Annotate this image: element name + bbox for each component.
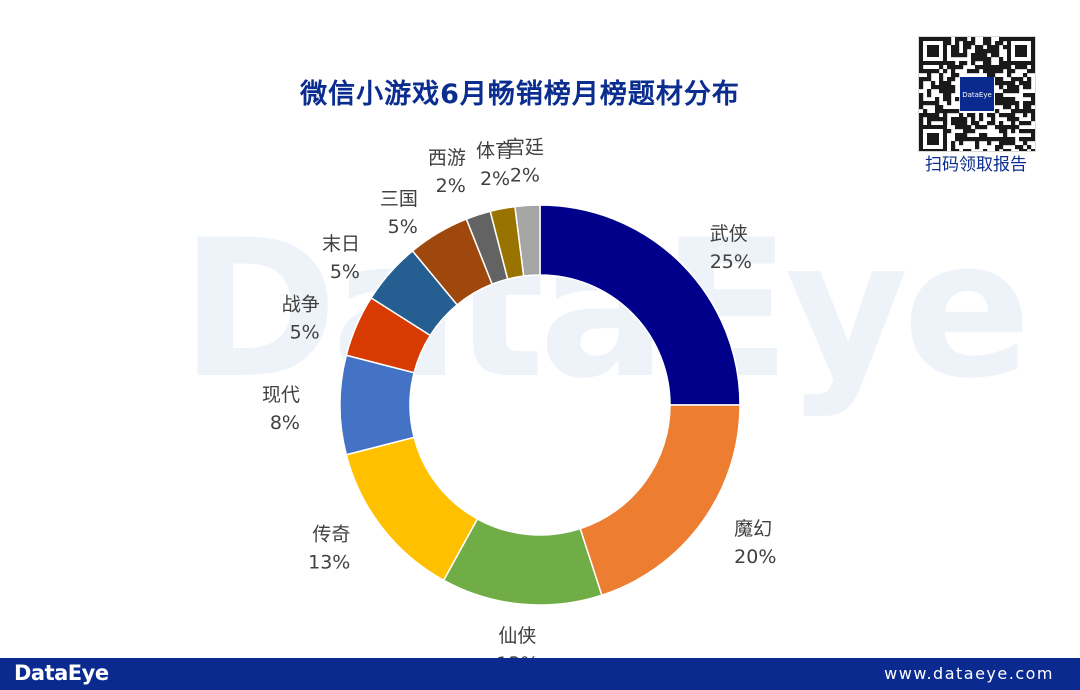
donut-slices bbox=[339, 204, 741, 606]
slice-label-宫廷: 宫廷 2% bbox=[506, 136, 544, 186]
slice-value-label: 2% bbox=[480, 168, 510, 190]
slice-category-label: 武侠 bbox=[710, 223, 748, 245]
slice-category-label: 西游 bbox=[428, 147, 466, 169]
slice-category-label: 现代 bbox=[262, 384, 300, 406]
slice-label-传奇: 传奇 13% bbox=[308, 524, 350, 574]
slice-label-西游: 西游 2% bbox=[428, 147, 466, 197]
slice-label-三国: 三国 5% bbox=[380, 188, 418, 238]
slice-武侠 bbox=[539, 204, 741, 406]
qr-code-image: DataEye bbox=[919, 37, 1036, 154]
qr-caption: 扫码领取报告 bbox=[925, 155, 1027, 175]
footer-website[interactable]: www.dataeye.com bbox=[884, 664, 1054, 683]
slice-value-label: 5% bbox=[388, 216, 418, 238]
slice-value-label: 8% bbox=[270, 412, 300, 434]
slice-魔幻 bbox=[579, 404, 741, 597]
slice-value-label: 13% bbox=[308, 552, 350, 574]
slice-value-label: 2% bbox=[510, 164, 540, 186]
slice-value-label: 20% bbox=[734, 546, 776, 568]
slice-label-体育: 体育 2% bbox=[476, 140, 514, 190]
slice-label-武侠: 武侠 25% bbox=[710, 223, 752, 273]
qr-center-logo-box bbox=[960, 77, 994, 111]
slice-category-label: 魔幻 bbox=[734, 518, 772, 540]
slice-category-label: 传奇 bbox=[312, 524, 350, 546]
slice-category-label: 宫廷 bbox=[506, 136, 544, 158]
slice-宫廷 bbox=[514, 204, 541, 277]
qr-center-logo-text: DataEye bbox=[962, 91, 992, 99]
chart-title: 微信小游戏6月畅销榜月榜题材分布 bbox=[300, 79, 740, 110]
slice-value-label: 5% bbox=[290, 321, 320, 343]
footer-logo: DataEye bbox=[14, 661, 109, 685]
slice-value-label: 5% bbox=[330, 261, 360, 283]
qr-code[interactable]: DataEye bbox=[918, 36, 1036, 154]
slice-category-label: 仙侠 bbox=[498, 625, 536, 647]
slice-value-label: 2% bbox=[436, 175, 466, 197]
slice-label-战争: 战争 5% bbox=[282, 293, 320, 343]
slice-label-魔幻: 魔幻 20% bbox=[734, 518, 776, 568]
qr-finder-pattern bbox=[1015, 45, 1027, 57]
slice-category-label: 体育 bbox=[476, 140, 514, 162]
slice-labels: 武侠25%魔幻20%仙侠13%传奇13%现代8%战争5%末日5%三国5%西游2%… bbox=[262, 136, 776, 675]
footer-bar: DataEye www.dataeye.com bbox=[0, 658, 1080, 690]
slice-category-label: 末日 bbox=[322, 233, 360, 255]
slice-label-现代: 现代 8% bbox=[262, 384, 300, 434]
slice-label-末日: 末日 5% bbox=[322, 233, 360, 283]
slice-category-label: 战争 bbox=[282, 293, 320, 315]
slice-value-label: 25% bbox=[710, 251, 752, 273]
qr-finder-pattern bbox=[927, 133, 939, 145]
qr-finder-pattern bbox=[927, 45, 939, 57]
slice-category-label: 三国 bbox=[380, 188, 418, 210]
